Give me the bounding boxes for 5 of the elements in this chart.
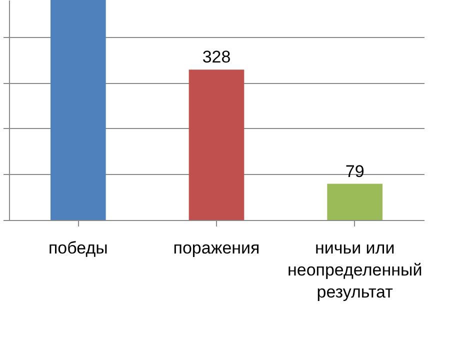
- data-label: 79: [345, 162, 364, 181]
- data-label: 328: [202, 48, 231, 67]
- x-tick-label: ничьи или неопределенный результат: [287, 238, 422, 302]
- x-tick-label: поражения: [173, 238, 260, 258]
- x-tick-label: победы: [48, 238, 108, 258]
